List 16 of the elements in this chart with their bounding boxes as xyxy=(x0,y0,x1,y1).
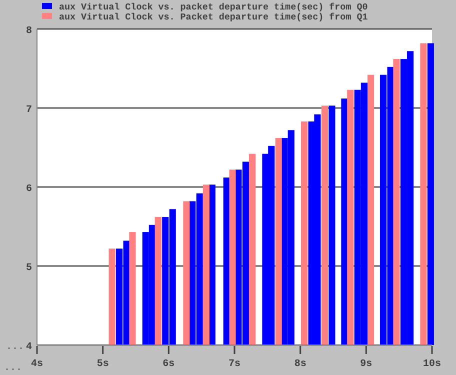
y-tick-label: 8 xyxy=(26,26,32,37)
x-tick-label: 10s xyxy=(422,359,442,370)
x-tick-label: 5s xyxy=(96,359,109,370)
x-tick-label: 4s xyxy=(30,359,44,370)
y-tick-label: 5 xyxy=(26,263,32,274)
x-tick-label: 7s xyxy=(228,359,241,370)
y-tick-label: 4 xyxy=(26,342,32,353)
x-tick-label: 6s xyxy=(162,359,175,370)
y-tick-label: 7 xyxy=(26,105,32,116)
legend-label: aux Virtual Clock vs. packet departure time(sec) from Q0 xyxy=(59,2,368,12)
text: ... xyxy=(6,342,24,353)
x-tick-label: 9s xyxy=(360,359,372,370)
y-tick-label: 6 xyxy=(26,184,32,195)
x-tick-label: 8s xyxy=(294,359,306,370)
legend-label: aux Virtual Clock vs. Packet departure time(sec) from Q1 xyxy=(59,12,368,22)
text: ... xyxy=(4,363,22,374)
